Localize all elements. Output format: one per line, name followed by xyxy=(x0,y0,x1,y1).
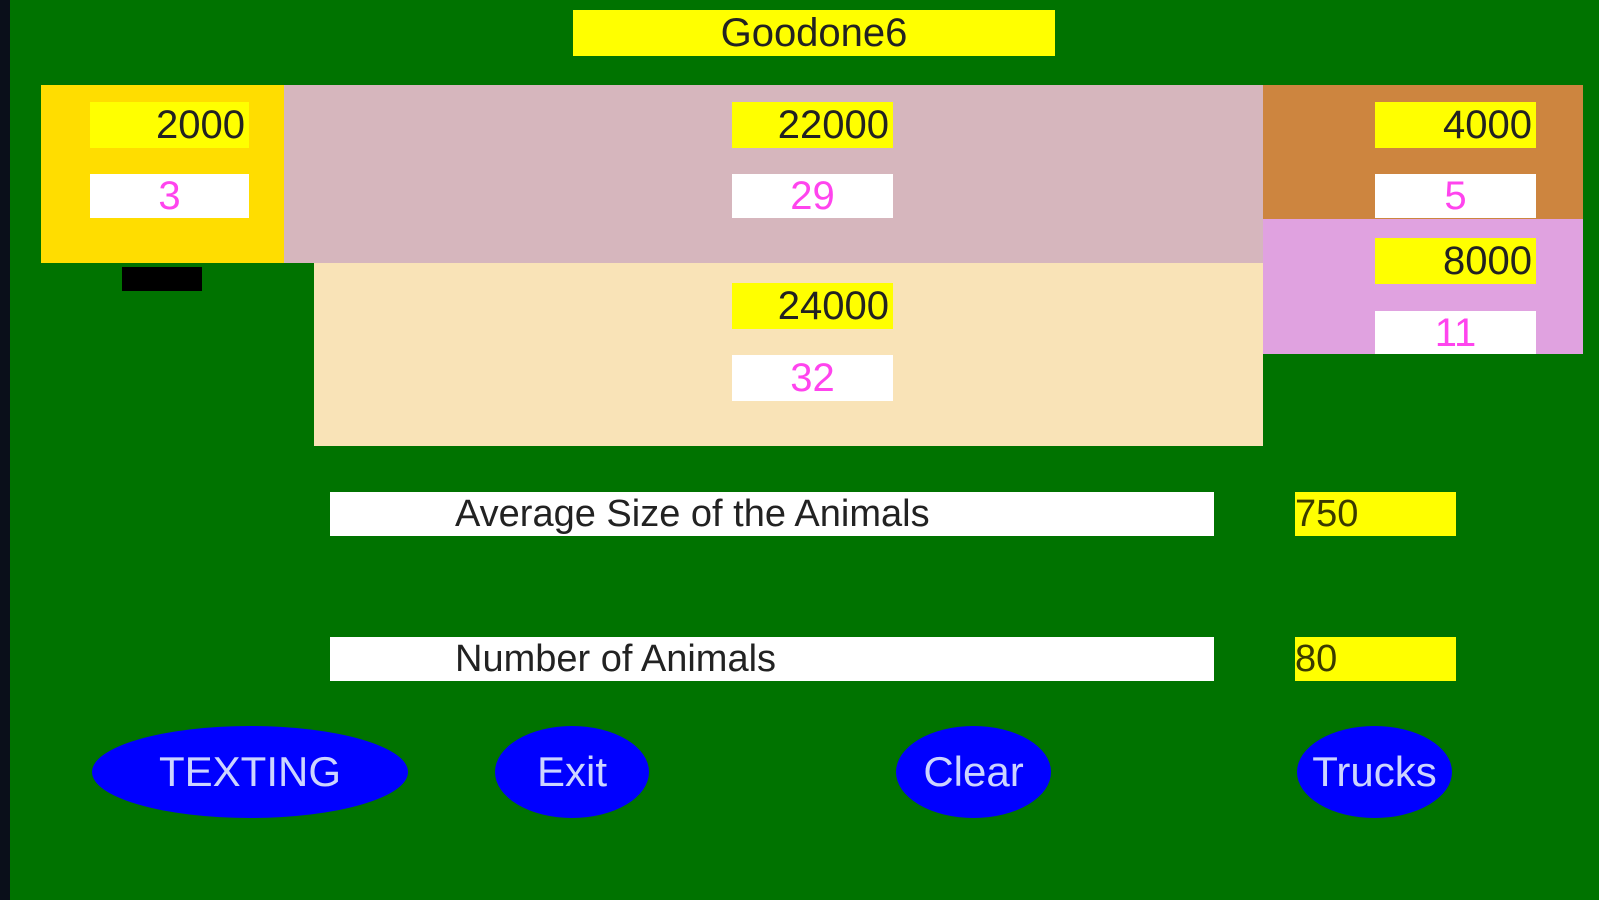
exit-button[interactable]: Exit xyxy=(495,726,649,818)
lavender-panel-amount: 8000 xyxy=(1375,238,1536,284)
average-size-value[interactable]: 750 xyxy=(1295,492,1456,536)
black-marker xyxy=(122,267,202,291)
beige-panel-count[interactable]: 32 xyxy=(732,355,893,401)
average-size-label: Average Size of the Animals xyxy=(330,492,1214,536)
number-of-animals-value[interactable]: 80 xyxy=(1295,637,1456,681)
window-edge xyxy=(0,0,10,900)
number-of-animals-label: Number of Animals xyxy=(330,637,1214,681)
clear-button[interactable]: Clear xyxy=(896,726,1051,818)
beige-panel-amount: 24000 xyxy=(732,283,893,329)
brown-panel-count[interactable]: 5 xyxy=(1375,174,1536,218)
brown-panel-amount: 4000 xyxy=(1375,102,1536,148)
pink-panel-count[interactable]: 29 xyxy=(732,174,893,218)
lavender-panel-count[interactable]: 11 xyxy=(1375,311,1536,354)
texting-button[interactable]: TEXTING xyxy=(92,726,408,818)
pink-panel-amount: 22000 xyxy=(732,102,893,148)
yellow-panel-count[interactable]: 3 xyxy=(90,174,249,218)
trucks-button[interactable]: Trucks xyxy=(1297,726,1452,818)
title-field: Goodone6 xyxy=(573,10,1055,56)
yellow-panel-amount: 2000 xyxy=(90,102,249,148)
